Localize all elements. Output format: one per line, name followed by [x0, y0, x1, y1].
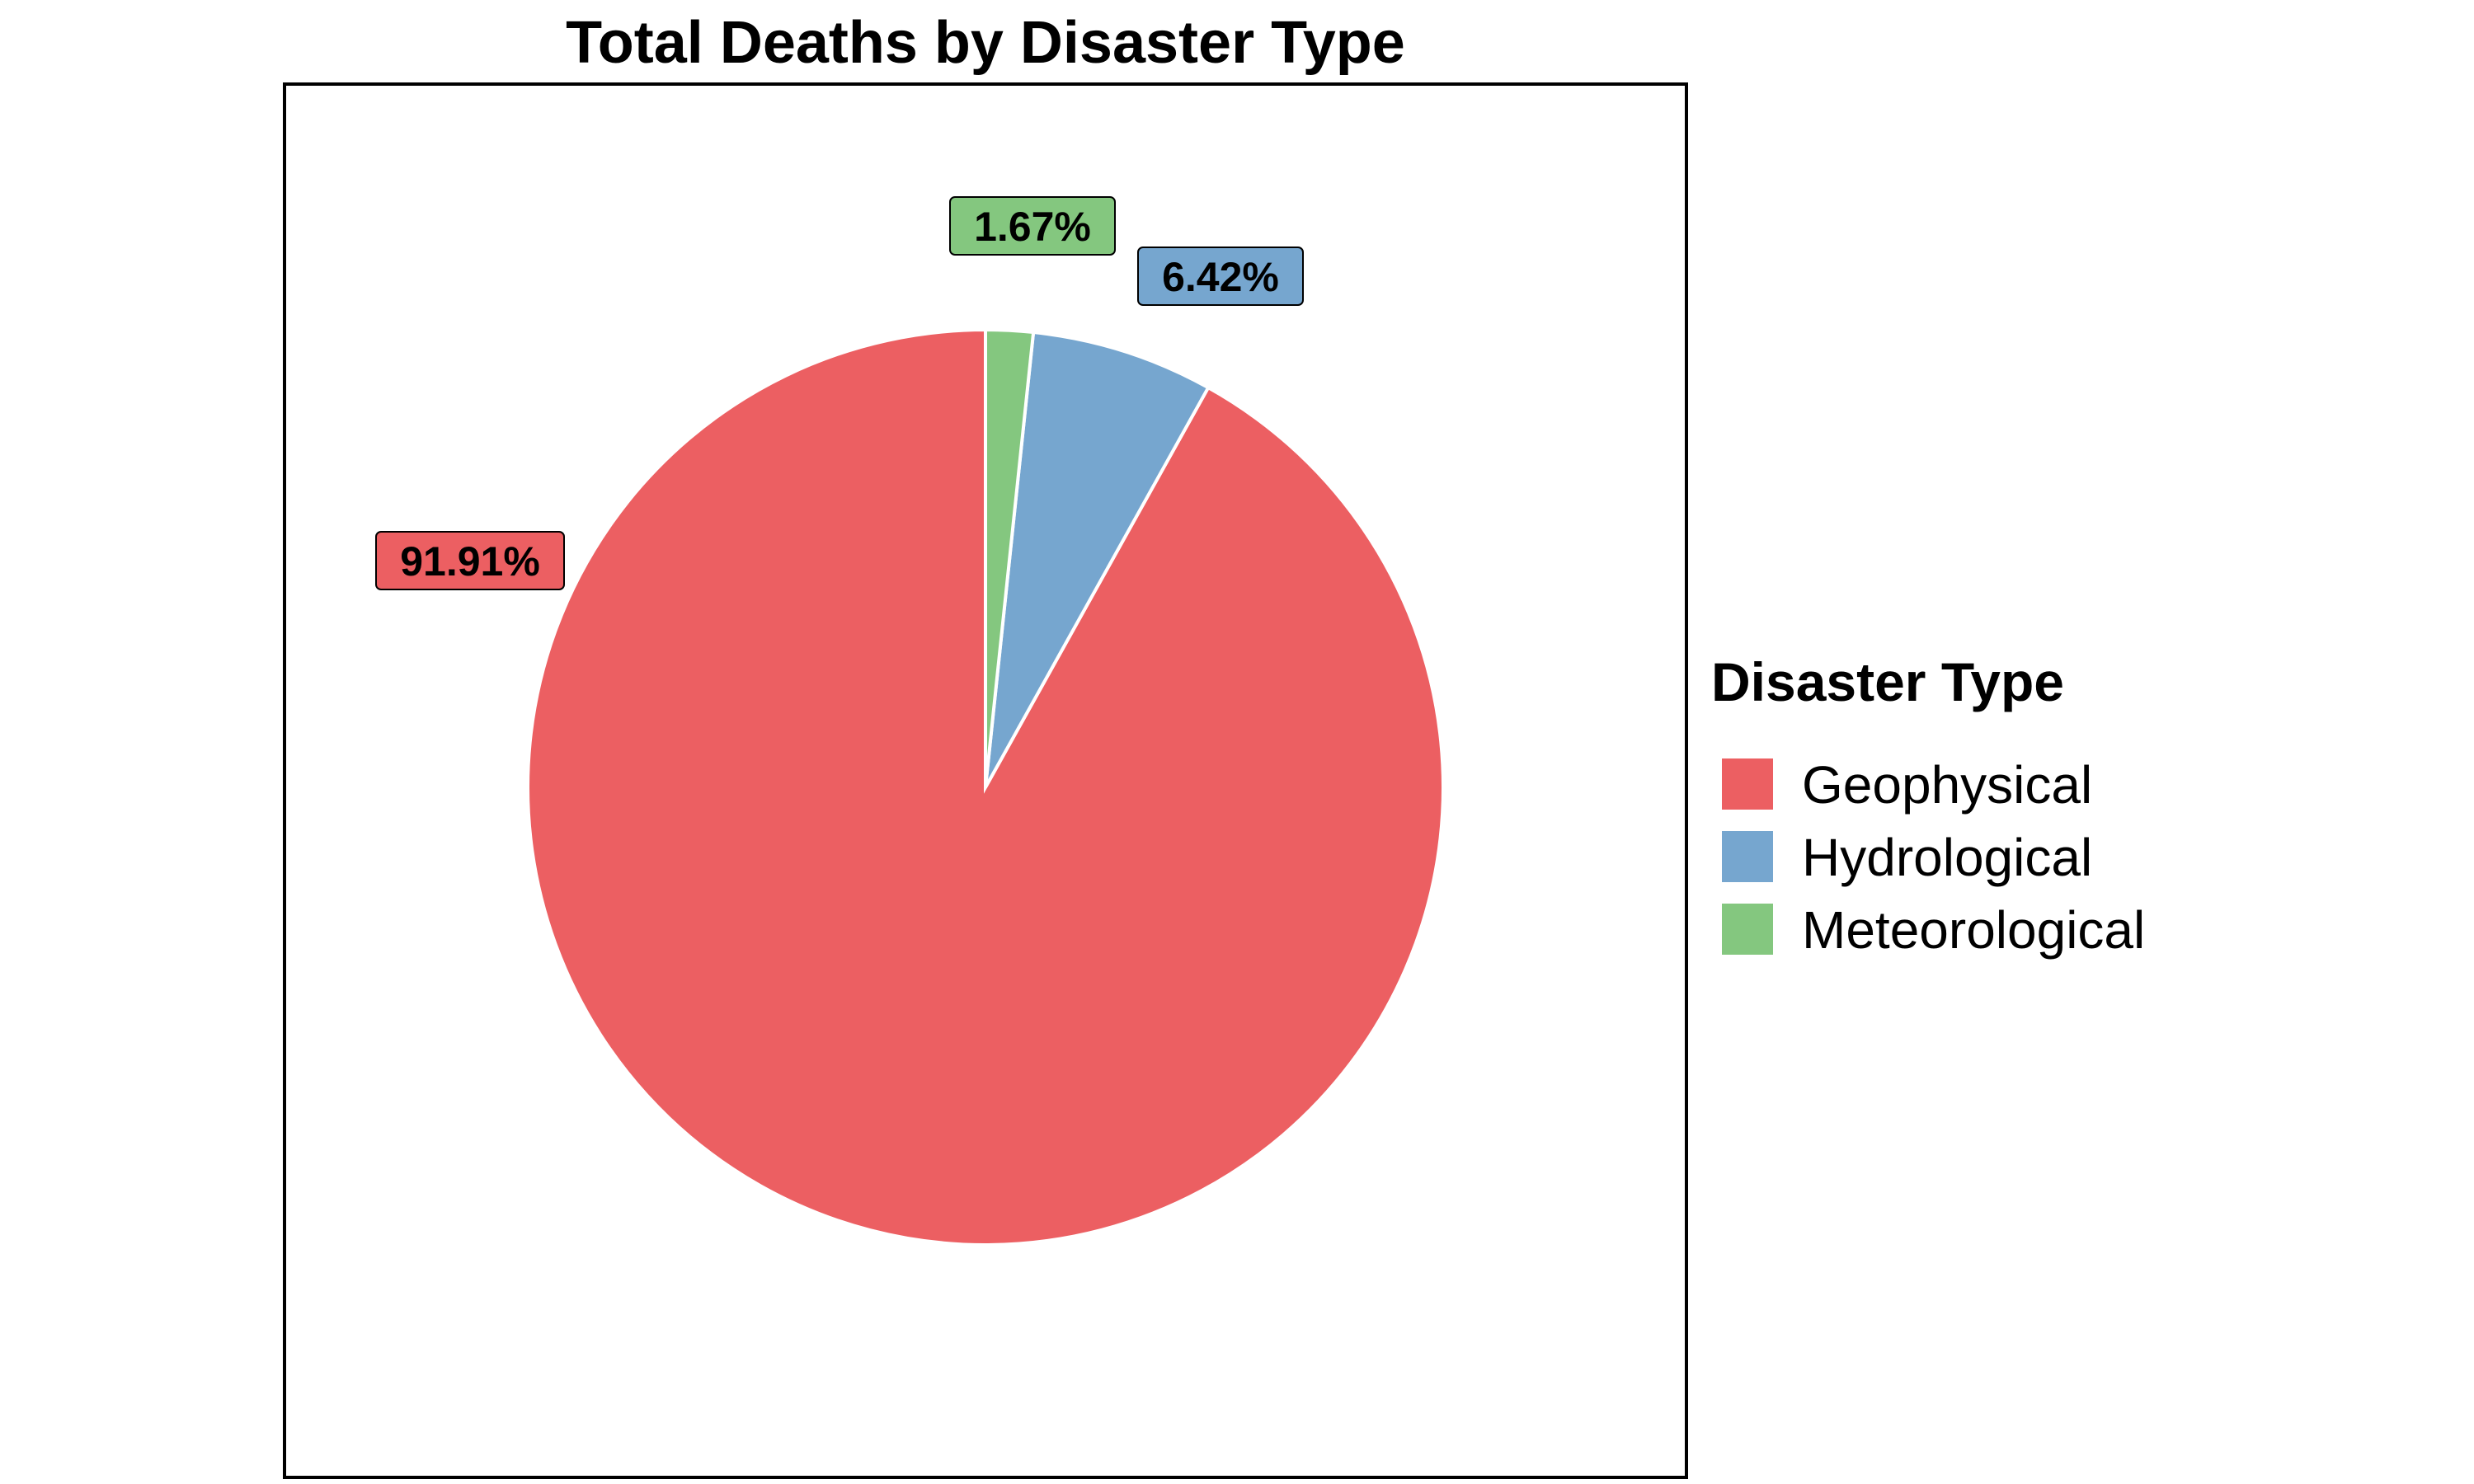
pie-slices	[526, 327, 1445, 1247]
plot-frame	[283, 82, 1688, 1479]
legend: Disaster Type Geophysical Hydrological Met…	[1711, 651, 2145, 960]
slice-label-geophysical: 91.91%	[400, 538, 540, 585]
legend-label-geophysical: Geophysical	[1802, 755, 2092, 815]
slice-label-box-geophysical	[375, 531, 565, 590]
slice-label-box-hydrological	[1137, 247, 1304, 306]
pie-slice-meteorological	[984, 327, 1036, 788]
slice-label-box-meteorological	[949, 196, 1116, 256]
chart-title: Total Deaths by Disaster Type	[566, 10, 1405, 76]
slice-labels: 91.91% 6.42% 1.67%	[375, 196, 1304, 590]
legend-label-hydrological: Hydrological	[1802, 828, 2092, 887]
slice-label-hydrological: 6.42%	[1162, 254, 1279, 300]
legend-title: Disaster Type	[1711, 651, 2064, 712]
pie-slice-hydrological	[984, 330, 1211, 788]
legend-swatch-meteorological	[1722, 904, 1773, 955]
legend-label-meteorological: Meteorological	[1802, 900, 2145, 960]
legend-swatch-geophysical	[1722, 758, 1773, 810]
slice-label-meteorological: 1.67%	[974, 204, 1091, 250]
legend-swatch-hydrological	[1722, 831, 1773, 882]
